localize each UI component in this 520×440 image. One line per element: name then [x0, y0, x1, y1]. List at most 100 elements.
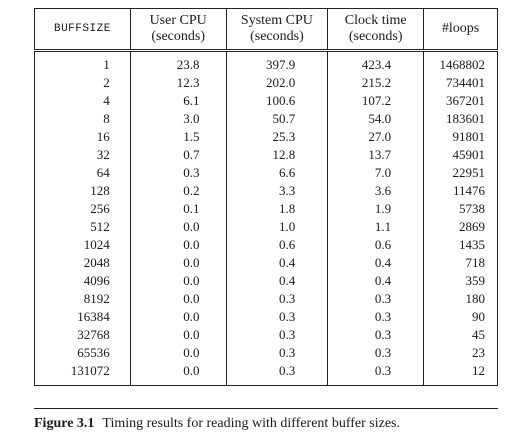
cell-system-cpu: 100.6 — [226, 92, 329, 110]
cell-buffsize: 4 — [34, 92, 131, 110]
cell-buffsize: 131072 — [34, 362, 131, 386]
cell-clock-time: 0.3 — [327, 344, 425, 362]
header-clock-time: Clock time (seconds) — [327, 8, 425, 52]
table-row: 4096 0.0 0.4 0.4 359 — [34, 272, 498, 290]
cell-clock-time: 1.1 — [327, 218, 425, 236]
cell-system-cpu: 1.8 — [226, 200, 329, 218]
header-row: BUFFSIZE User CPU (seconds) System CPU (… — [34, 8, 498, 52]
cell-clock-time: 0.3 — [327, 362, 425, 386]
cell-clock-time: 27.0 — [327, 128, 425, 146]
figure-label: Figure 3.1 — [34, 416, 95, 431]
cell-clock-time: 423.4 — [327, 50, 425, 74]
cell-loops: 12 — [472, 363, 485, 378]
cell-user-cpu: 0.0 — [130, 218, 227, 236]
cell-buffsize: 65536 — [34, 344, 131, 362]
cell-clock-time: 54.0 — [327, 110, 425, 128]
table-row: 256 0.1 1.8 1.9 5738 — [34, 200, 498, 218]
table-row: 4 6.1 100.6 107.2 367201 — [34, 92, 498, 110]
cell-system-cpu: 50.7 — [226, 110, 329, 128]
cell-system-cpu: 0.4 — [226, 254, 329, 272]
cell-loops: 91801 — [452, 129, 486, 144]
header-clock-time-line2: (seconds) — [348, 29, 403, 44]
cell-buffsize: 8 — [34, 110, 131, 128]
table-row: 512 0.0 1.0 1.1 2869 — [34, 218, 498, 236]
cell-loops: 359 — [465, 273, 486, 288]
cell-user-cpu: 3.0 — [130, 110, 227, 128]
cell-user-cpu: 0.0 — [130, 344, 227, 362]
cell-user-cpu: 0.0 — [130, 308, 227, 326]
cell-system-cpu: 25.3 — [226, 128, 329, 146]
table-row: 16384 0.0 0.3 0.3 90 — [34, 308, 498, 326]
cell-loops: 2869 — [459, 219, 485, 234]
table-row: 2 12.3 202.0 215.2 734401 — [34, 74, 498, 92]
cell-system-cpu: 0.4 — [226, 272, 329, 290]
cell-clock-time: 13.7 — [327, 146, 425, 164]
cell-buffsize: 32 — [34, 146, 131, 164]
table-row: 16 1.5 25.3 27.0 91801 — [34, 128, 498, 146]
figure-caption-text: Timing results for reading with differen… — [102, 416, 400, 431]
cell-buffsize: 256 — [34, 200, 131, 218]
cell-buffsize: 512 — [34, 218, 131, 236]
cell-loops: 5738 — [459, 201, 485, 216]
cell-system-cpu: 3.3 — [226, 182, 329, 200]
cell-system-cpu: 202.0 — [226, 74, 329, 92]
cell-loops: 1435 — [459, 237, 485, 252]
cell-user-cpu: 0.0 — [130, 326, 227, 344]
cell-system-cpu: 0.3 — [226, 344, 329, 362]
cell-buffsize: 4096 — [34, 272, 131, 290]
header-user-cpu: User CPU (seconds) — [130, 8, 227, 52]
cell-loops: 180 — [465, 291, 486, 306]
cell-loops: 367201 — [446, 93, 485, 108]
header-system-cpu-line1: System CPU — [240, 13, 313, 28]
cell-buffsize: 64 — [34, 164, 131, 182]
cell-loops: 90 — [472, 309, 485, 324]
header-clock-time-line1: Clock time — [344, 13, 407, 28]
cell-user-cpu: 0.0 — [130, 272, 227, 290]
cell-user-cpu: 0.7 — [130, 146, 227, 164]
cell-buffsize: 1 — [34, 50, 131, 74]
cell-user-cpu: 0.3 — [130, 164, 227, 182]
cell-clock-time: 0.3 — [327, 308, 425, 326]
cell-buffsize: 32768 — [34, 326, 131, 344]
cell-system-cpu: 0.3 — [226, 326, 329, 344]
cell-loops: 22951 — [452, 165, 486, 180]
header-buffsize: BUFFSIZE — [34, 8, 131, 52]
table-row: 32768 0.0 0.3 0.3 45 — [34, 326, 498, 344]
table-row: 65536 0.0 0.3 0.3 23 — [34, 344, 498, 362]
cell-system-cpu: 12.8 — [226, 146, 329, 164]
cell-user-cpu: 6.1 — [130, 92, 227, 110]
cell-loops: 23 — [472, 345, 485, 360]
header-user-cpu-line2: (seconds) — [151, 29, 205, 44]
cell-loops: 45901 — [452, 147, 486, 162]
cell-loops: 1468802 — [439, 57, 486, 72]
cell-system-cpu: 1.0 — [226, 218, 329, 236]
cell-buffsize: 128 — [34, 182, 131, 200]
cell-clock-time: 7.0 — [327, 164, 425, 182]
header-loops: #loops — [423, 8, 498, 52]
table-row: 131072 0.0 0.3 0.3 12 — [34, 362, 498, 386]
cell-user-cpu: 0.2 — [130, 182, 227, 200]
cell-clock-time: 0.3 — [327, 290, 425, 308]
cell-user-cpu: 0.0 — [130, 362, 227, 386]
cell-user-cpu: 0.0 — [130, 254, 227, 272]
cell-clock-time: 0.4 — [327, 254, 425, 272]
table-row: 32 0.7 12.8 13.7 45901 — [34, 146, 498, 164]
cell-clock-time: 107.2 — [327, 92, 425, 110]
cell-clock-time: 0.4 — [327, 272, 425, 290]
cell-system-cpu: 0.3 — [226, 308, 329, 326]
cell-clock-time: 215.2 — [327, 74, 425, 92]
table-row: 2048 0.0 0.4 0.4 718 — [34, 254, 498, 272]
cell-buffsize: 2 — [34, 74, 131, 92]
header-system-cpu-line2: (seconds) — [250, 29, 304, 44]
cell-loops: 11476 — [452, 183, 485, 198]
cell-system-cpu: 0.3 — [226, 290, 329, 308]
figure-caption: Figure 3.1 Timing results for reading wit… — [34, 416, 504, 432]
cell-buffsize: 16 — [34, 128, 131, 146]
table-header: BUFFSIZE User CPU (seconds) System CPU (… — [34, 8, 498, 52]
table-row: 1 23.8 397.9 423.4 1468802 — [34, 50, 498, 74]
cell-clock-time: 1.9 — [327, 200, 425, 218]
cell-user-cpu: 12.3 — [130, 74, 227, 92]
cell-buffsize: 16384 — [34, 308, 131, 326]
table-row: 8192 0.0 0.3 0.3 180 — [34, 290, 498, 308]
cell-user-cpu: 23.8 — [130, 50, 227, 74]
